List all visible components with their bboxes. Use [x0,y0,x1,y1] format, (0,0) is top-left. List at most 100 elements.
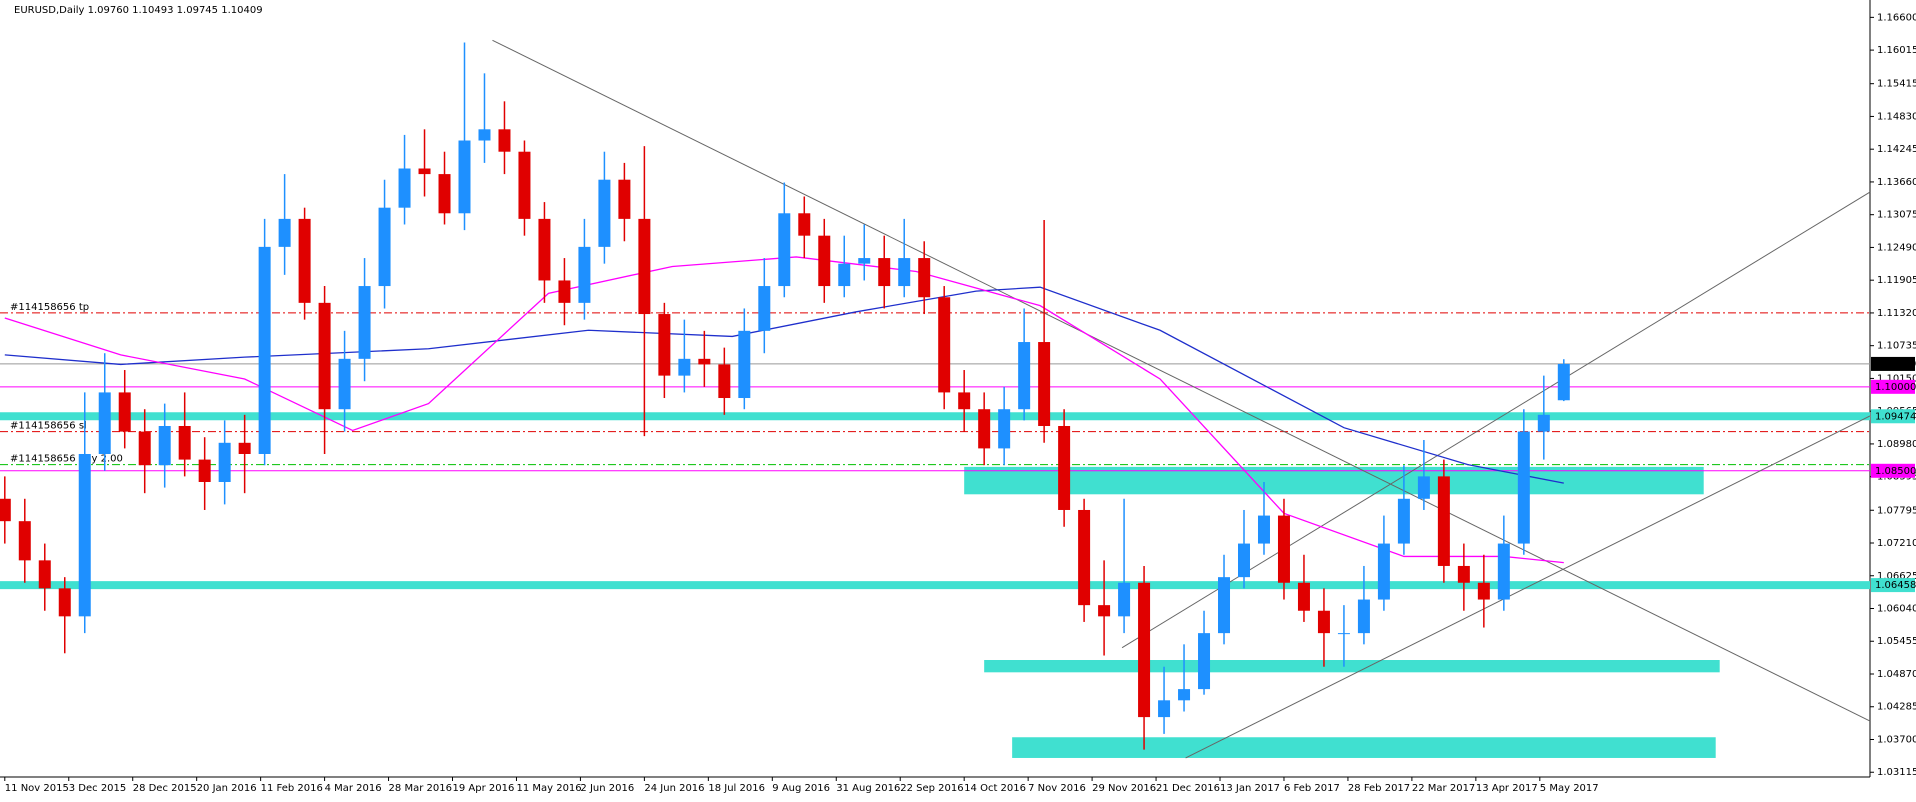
y-tick-label: 1.12490 [1877,242,1916,253]
candle-body [1218,577,1231,634]
candle-body [998,409,1011,449]
x-tick-label: 11 Feb 2016 [261,783,323,794]
x-tick-label: 9 Aug 2016 [772,783,830,794]
trendline [492,39,1871,722]
chart-title: EURUSD,Daily 1.09760 1.10493 1.09745 1.1… [14,5,263,16]
candle-body [778,213,791,287]
price-tag [1871,379,1915,394]
x-tick-label: 28 Mar 2016 [389,783,452,794]
candle-body [278,218,291,247]
candle-body [1517,431,1530,544]
candle-body [78,453,91,617]
candle-body [878,258,891,287]
candle-body [598,179,611,247]
candle-body [158,426,171,466]
price-tag-label: 1.09474 [1875,411,1916,422]
x-tick-label: 7 Nov 2016 [1028,783,1086,794]
y-tick-label: 1.16015 [1877,45,1916,56]
x-tick-label: 18 Jul 2016 [708,783,765,794]
candle-body [798,213,811,236]
candle-body [1557,363,1570,401]
candle-body [1118,582,1131,617]
price-tag-label: 1.06458 [1875,580,1916,591]
y-tick-label: 1.07795 [1877,505,1916,516]
candle-body [1497,543,1510,600]
candle-body [1018,342,1031,410]
y-tick-label: 1.13075 [1877,210,1916,221]
candle-body [758,286,771,331]
candle-body [618,179,631,219]
candle-body [918,258,931,298]
y-tick-label: 1.10735 [1877,341,1916,352]
candle-body [1357,599,1370,634]
candle-body [518,151,531,219]
candle-body [678,358,691,376]
y-tick-label: 1.14245 [1877,144,1916,155]
candle-body [378,207,391,287]
candle-body [1337,633,1350,635]
price-tag [1871,356,1915,371]
x-tick-label: 28 Dec 2015 [133,783,197,794]
x-tick-label: 11 Nov 2015 [5,783,69,794]
zone [984,660,1720,673]
candle-body [698,358,711,365]
price-tag [1871,463,1915,478]
candle-body [638,218,651,315]
candle-body [1198,633,1211,690]
y-tick-label: 1.04285 [1877,702,1916,713]
candle-body [1457,565,1470,583]
candle-body [298,218,311,303]
candle-body [338,358,351,410]
candle-body [938,297,951,393]
x-tick-label: 28 Feb 2017 [1348,783,1410,794]
y-tick-label: 1.10150 [1877,373,1916,384]
level-label: #114158656 sl [10,421,87,432]
candle-body [138,431,151,466]
candle-body [238,442,251,454]
zone [1012,737,1716,758]
candle-body [1098,605,1111,617]
candle-body [1397,498,1410,544]
y-tick-label: 1.04870 [1877,669,1916,680]
x-tick-label: 11 May 2016 [516,783,581,794]
candle-body [1277,515,1290,583]
candle-body [358,286,371,359]
x-tick-label: 4 Mar 2016 [325,783,382,794]
candle-body [218,442,231,482]
y-tick-label: 1.15415 [1877,79,1916,90]
candle-body [1377,543,1390,600]
candle-body [898,258,911,287]
candle-body [258,246,271,454]
candle-body [738,330,751,399]
candle-body [1257,515,1270,544]
x-tick-label: 20 Jan 2016 [197,783,257,794]
candle-body [118,392,131,432]
x-tick-label: 22 Mar 2017 [1412,783,1475,794]
candle-body [1297,582,1310,611]
candle-body [418,168,431,175]
y-tick-label: 1.16600 [1877,12,1916,23]
y-tick-label: 1.06040 [1877,604,1916,615]
candle-body [478,129,491,141]
y-tick-label: 1.06625 [1877,571,1916,582]
x-tick-label: 13 Apr 2017 [1476,783,1538,794]
candle-body [818,235,831,287]
x-tick-label: 22 Sep 2016 [900,783,963,794]
y-tick-label: 1.11320 [1877,308,1916,319]
candle-body [978,409,991,449]
candle-body [538,218,551,281]
x-tick-label: 5 May 2017 [1540,783,1599,794]
candle-body [1477,582,1490,600]
y-tick-label: 1.14830 [1877,111,1916,122]
candle-body [0,498,11,522]
candle-body [858,258,871,264]
price-tag-label: 1.10409 [1875,359,1916,370]
x-tick-label: 6 Feb 2017 [1284,783,1340,794]
candle-body [1417,476,1430,499]
y-tick-label: 1.13660 [1877,177,1916,188]
candle-body [1158,700,1171,718]
moving-average [4,286,1564,484]
candle-body [198,459,211,482]
candle-body [558,280,571,303]
